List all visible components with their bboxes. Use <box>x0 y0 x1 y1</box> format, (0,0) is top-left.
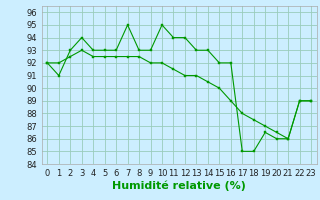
X-axis label: Humidité relative (%): Humidité relative (%) <box>112 181 246 191</box>
